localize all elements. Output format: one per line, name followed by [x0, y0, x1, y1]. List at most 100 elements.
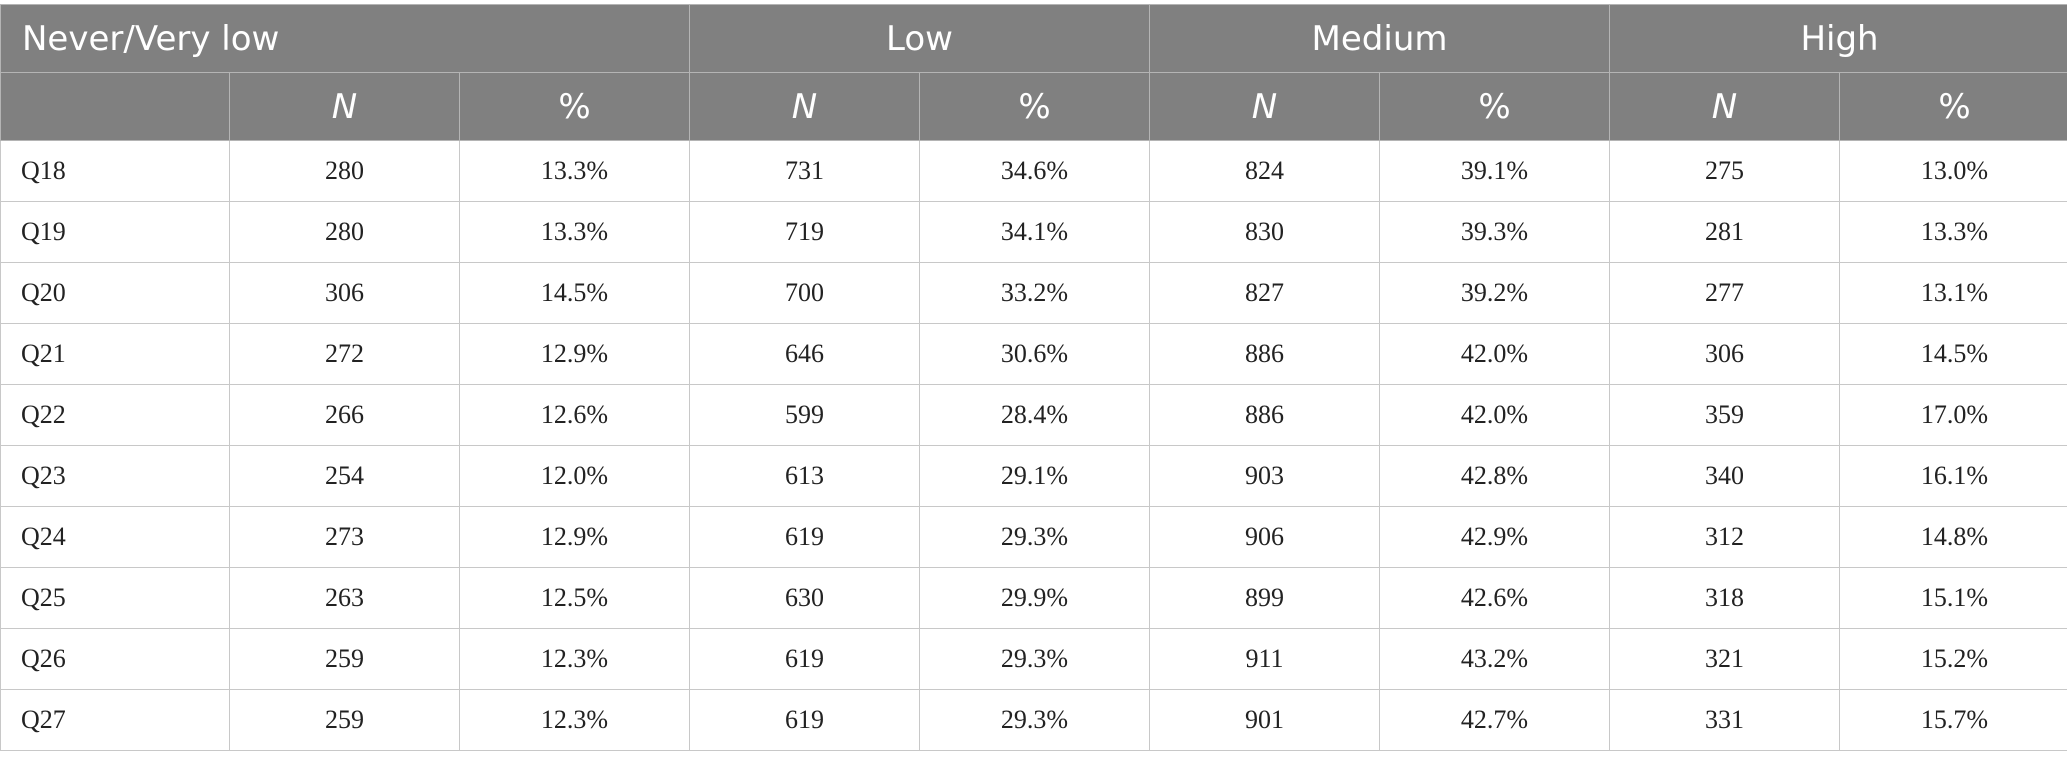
cell-medium-n: 830	[1149, 201, 1380, 263]
cell-medium-pct: 42.0%	[1378, 384, 1611, 446]
cell-high-pct: 15.7%	[1839, 689, 2067, 751]
sub-header-blank	[0, 72, 230, 141]
cell-high-pct: 13.1%	[1839, 262, 2067, 324]
row-label: Q21	[0, 323, 230, 385]
table-body: Q18 280 13.3% 731 34.6% 824 39.1% 275 13.0% Q19 28…	[0, 140, 2067, 751]
cell-low-pct: 29.3%	[919, 689, 1150, 751]
cell-medium-pct: 42.6%	[1378, 567, 1611, 629]
cell-never-very-low-pct: 14.5%	[459, 262, 690, 324]
cell-high-pct: 14.8%	[1839, 506, 2067, 568]
cell-low-n: 646	[689, 323, 920, 385]
sub-header-percent: %	[919, 72, 1150, 141]
cell-never-very-low-n: 263	[229, 567, 460, 629]
cell-medium-n: 827	[1149, 262, 1380, 324]
cell-medium-n: 901	[1149, 689, 1380, 751]
cell-medium-pct: 43.2%	[1378, 628, 1611, 690]
table-row: Q20 306 14.5% 700 33.2% 827 39.2% 277 13.1%	[0, 262, 2067, 324]
cell-never-very-low-pct: 12.9%	[459, 506, 690, 568]
cell-never-very-low-pct: 13.3%	[459, 140, 690, 202]
table-row: Q26 259 12.3% 619 29.3% 911 43.2% 321 15.2%	[0, 628, 2067, 690]
cell-medium-n: 903	[1149, 445, 1380, 507]
group-header-high: High	[1609, 4, 2067, 73]
cell-low-pct: 34.1%	[919, 201, 1150, 263]
cell-never-very-low-pct: 12.0%	[459, 445, 690, 507]
cell-medium-n: 886	[1149, 384, 1380, 446]
sub-header-n: N	[1149, 72, 1380, 141]
cell-never-very-low-n: 280	[229, 201, 460, 263]
cell-never-very-low-pct: 12.3%	[459, 689, 690, 751]
cell-low-pct: 29.3%	[919, 506, 1150, 568]
sub-header-n: N	[229, 72, 460, 141]
row-label: Q26	[0, 628, 230, 690]
cell-low-pct: 33.2%	[919, 262, 1150, 324]
row-label: Q20	[0, 262, 230, 324]
cell-high-n: 340	[1609, 445, 1841, 507]
cell-high-n: 331	[1609, 689, 1841, 751]
cell-low-n: 599	[689, 384, 920, 446]
cell-never-very-low-n: 259	[229, 628, 460, 690]
cell-low-pct: 29.3%	[919, 628, 1150, 690]
cell-high-pct: 17.0%	[1839, 384, 2067, 446]
cell-high-pct: 16.1%	[1839, 445, 2067, 507]
table-row: Q24 273 12.9% 619 29.3% 906 42.9% 312 14.8%	[0, 506, 2067, 568]
cell-medium-n: 899	[1149, 567, 1380, 629]
cell-low-pct: 28.4%	[919, 384, 1150, 446]
cell-medium-pct: 42.7%	[1378, 689, 1611, 751]
cell-never-very-low-n: 273	[229, 506, 460, 568]
cell-medium-pct: 39.1%	[1378, 140, 1611, 202]
row-label: Q22	[0, 384, 230, 446]
table-row: Q18 280 13.3% 731 34.6% 824 39.1% 275 13.0%	[0, 140, 2067, 202]
table-row: Q22 266 12.6% 599 28.4% 886 42.0% 359 17.0%	[0, 384, 2067, 446]
cell-never-very-low-n: 254	[229, 445, 460, 507]
group-header-never-very-low: Never/Very low	[0, 4, 690, 73]
cell-high-n: 275	[1609, 140, 1841, 202]
cell-medium-pct: 39.3%	[1378, 201, 1611, 263]
cell-low-n: 619	[689, 628, 920, 690]
cell-never-very-low-n: 272	[229, 323, 460, 385]
cell-medium-n: 824	[1149, 140, 1380, 202]
cell-never-very-low-n: 266	[229, 384, 460, 446]
cell-medium-pct: 42.0%	[1378, 323, 1611, 385]
cell-high-n: 321	[1609, 628, 1841, 690]
sub-header-row: N % N % N % N %	[0, 72, 2067, 141]
cell-high-n: 359	[1609, 384, 1841, 446]
cell-high-pct: 15.1%	[1839, 567, 2067, 629]
cell-never-very-low-n: 306	[229, 262, 460, 324]
cell-medium-n: 906	[1149, 506, 1380, 568]
table-header: Never/Very low Low Medium High N % N % N…	[0, 4, 2067, 141]
row-label: Q18	[0, 140, 230, 202]
cell-low-n: 719	[689, 201, 920, 263]
cell-high-n: 312	[1609, 506, 1841, 568]
table-row: Q25 263 12.5% 630 29.9% 899 42.6% 318 15.1%	[0, 567, 2067, 629]
cell-high-n: 281	[1609, 201, 1841, 263]
cell-high-n: 318	[1609, 567, 1841, 629]
frequency-table: Never/Very low Low Medium High N % N % N…	[0, 4, 2067, 751]
group-header-row: Never/Very low Low Medium High	[0, 4, 2067, 73]
cell-medium-pct: 42.9%	[1378, 506, 1611, 568]
sub-header-percent: %	[1839, 72, 2067, 141]
table-row: Q27 259 12.3% 619 29.3% 901 42.7% 331 15.7%	[0, 689, 2067, 751]
cell-medium-n: 911	[1149, 628, 1380, 690]
table-row: Q21 272 12.9% 646 30.6% 886 42.0% 306 14.5%	[0, 323, 2067, 385]
cell-never-very-low-pct: 13.3%	[459, 201, 690, 263]
cell-low-pct: 30.6%	[919, 323, 1150, 385]
cell-low-n: 619	[689, 506, 920, 568]
cell-medium-pct: 39.2%	[1378, 262, 1611, 324]
sub-header-n: N	[689, 72, 920, 141]
cell-low-pct: 29.9%	[919, 567, 1150, 629]
cell-medium-n: 886	[1149, 323, 1380, 385]
cell-never-very-low-pct: 12.5%	[459, 567, 690, 629]
cell-high-pct: 13.0%	[1839, 140, 2067, 202]
table-row: Q19 280 13.3% 719 34.1% 830 39.3% 281 13.3%	[0, 201, 2067, 263]
cell-never-very-low-pct: 12.6%	[459, 384, 690, 446]
cell-never-very-low-pct: 12.3%	[459, 628, 690, 690]
sub-header-n: N	[1609, 72, 1841, 141]
table-row: Q23 254 12.0% 613 29.1% 903 42.8% 340 16.1%	[0, 445, 2067, 507]
sub-header-percent: %	[1378, 72, 1611, 141]
group-header-low: Low	[689, 4, 1150, 73]
cell-medium-pct: 42.8%	[1378, 445, 1611, 507]
row-label: Q25	[0, 567, 230, 629]
cell-low-pct: 34.6%	[919, 140, 1150, 202]
cell-low-n: 731	[689, 140, 920, 202]
row-label: Q24	[0, 506, 230, 568]
